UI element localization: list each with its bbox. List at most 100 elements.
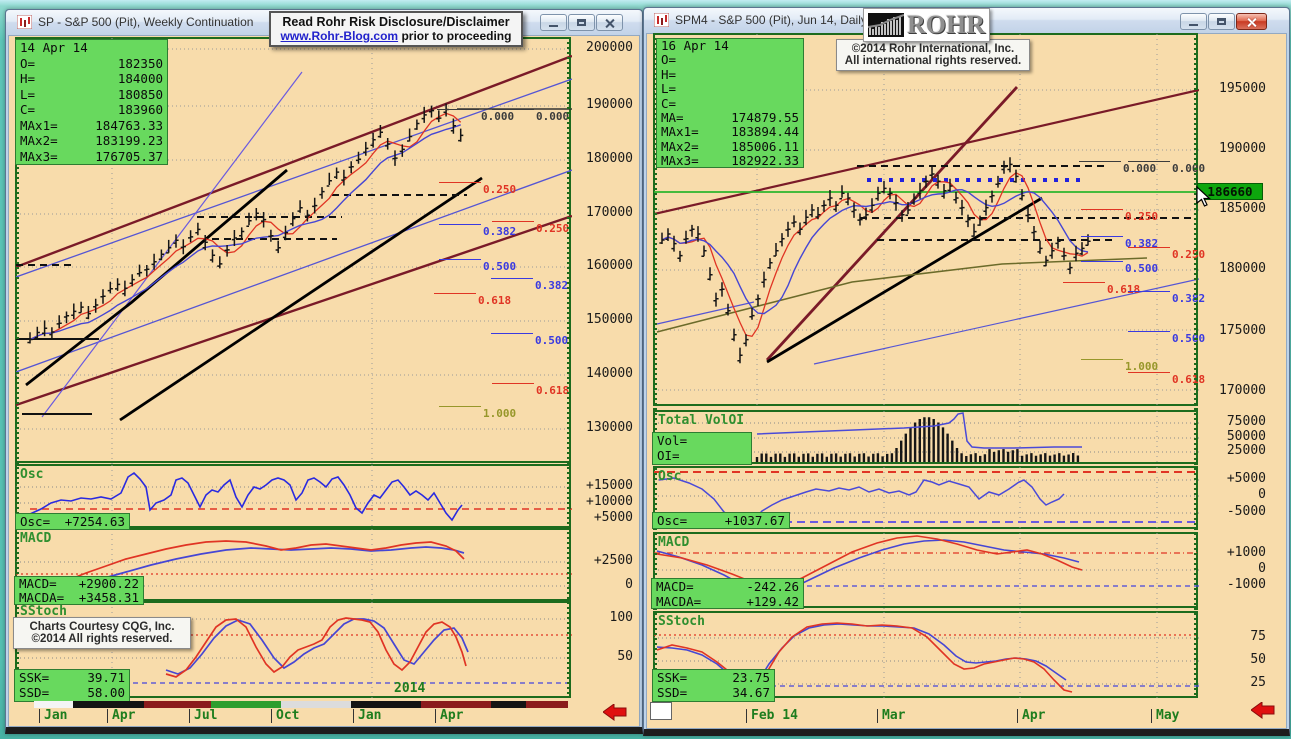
- macd-scale-label: +1000: [1226, 545, 1266, 560]
- fib-label: 0.250: [1127, 247, 1206, 261]
- window-title: SP - S&P 500 (Pit), Weekly Continuation: [38, 15, 254, 29]
- fib-label: 0.000: [1127, 161, 1206, 175]
- field-value: +1037.67: [724, 513, 785, 528]
- cqg-courtesy-tooltip: Charts Courtesy CQG, Inc. ©2014 All righ…: [13, 617, 191, 649]
- macd-panel-label: MACD: [658, 535, 690, 550]
- macd-scale-label: +2500: [593, 553, 633, 568]
- field-label: MAx1=: [661, 124, 699, 140]
- price-chart-canvas: [654, 34, 1199, 407]
- macd-value-box: MACD= +2900.22 MACDA= +3458.31: [14, 576, 144, 605]
- osc-value-box: Osc= +1037.67: [652, 512, 790, 529]
- fib-label: 0.500: [438, 259, 517, 273]
- macd-scale-label: 0: [1258, 561, 1266, 576]
- fib-label: 0.500: [490, 333, 569, 347]
- price-scale-label: 160000: [586, 258, 633, 273]
- field-label: C=: [661, 95, 677, 111]
- window-title: SPM4 - S&P 500 (Pit), Jun 14, Daily: [675, 13, 867, 27]
- cqg-line1: Charts Courtesy CQG, Inc.: [29, 621, 175, 633]
- fib-label: 0.500: [1127, 331, 1206, 345]
- maximize-icon: [1217, 18, 1226, 25]
- quote-info-box: 14 Apr 14 O= 182350 H= 184000 L= 180850 C= 1…: [15, 39, 168, 165]
- field-value: 176705.37: [95, 148, 163, 164]
- quote-date: 14 Apr 14: [20, 40, 88, 55]
- sstoch-scale-label: 50: [617, 649, 633, 664]
- field-value: 39.71: [87, 670, 125, 685]
- minimize-button[interactable]: [540, 14, 567, 31]
- fib-label: 0.618: [1127, 372, 1206, 386]
- right-tick-ruler: [567, 37, 571, 698]
- sstoch-value-box: SSK= 39.71 SSD= 58.00: [14, 669, 130, 702]
- field-value: +2900.22: [78, 576, 139, 591]
- mouse-cursor-icon: [1196, 186, 1212, 207]
- copyright-line2: All international rights reserved.: [844, 55, 1022, 67]
- price-scale-label: 190000: [586, 97, 633, 112]
- scroll-latest-arrow-icon[interactable]: [1251, 702, 1275, 719]
- month-label: Jan: [39, 709, 67, 723]
- field-label: C=: [20, 102, 36, 117]
- field-label: SSD=: [657, 685, 688, 700]
- osc-panel[interactable]: Osc: [15, 464, 572, 529]
- sstoch-scale-label: 100: [609, 610, 633, 625]
- field-value: 34.67: [732, 685, 770, 700]
- minimize-button[interactable]: [1180, 13, 1207, 30]
- sstoch-value-box: SSK= 23.75 SSD= 34.67: [652, 669, 775, 702]
- maximize-button[interactable]: [568, 14, 595, 31]
- scroll-latest-arrow-icon[interactable]: [603, 704, 627, 721]
- month-label: Jul: [189, 709, 217, 723]
- price-scale-label: 175000: [1219, 323, 1266, 338]
- timeline-marker-box: [650, 702, 672, 720]
- sstoch-scale-label: 50: [1250, 652, 1266, 667]
- fib-label: 0.000: [1078, 161, 1157, 175]
- price-scale-label: 190000: [1219, 141, 1266, 156]
- fib-label: 0.618: [491, 383, 570, 397]
- field-value: +3458.31: [78, 590, 139, 605]
- price-scale-label: 185000: [1219, 201, 1266, 216]
- month-label: Apr: [435, 709, 463, 723]
- field-label: OI=: [657, 448, 680, 463]
- field-value: 180850: [117, 86, 163, 102]
- month-label: Mar: [877, 709, 905, 723]
- field-value: 182350: [117, 55, 163, 71]
- timeline-segment: [34, 701, 73, 708]
- disclaimer-rest: prior to proceeding: [398, 29, 512, 43]
- field-label: MAx2=: [661, 138, 699, 154]
- quote-info-box: 16 Apr 14 O= H= L= C= MA= 174879.55 MAx1=…: [656, 38, 804, 168]
- close-button[interactable]: [1236, 13, 1267, 30]
- month-label: Apr: [1017, 709, 1045, 723]
- field-value: 183894.44: [731, 124, 799, 140]
- osc-panel-label: Osc: [20, 467, 44, 482]
- macd-scale-label: 0: [625, 577, 633, 592]
- price-scale-label: 150000: [586, 312, 633, 327]
- fib-label: 0.250: [491, 221, 570, 235]
- field-label: MACD=: [19, 576, 57, 591]
- close-button[interactable]: [596, 14, 623, 31]
- risk-disclaimer-tooltip: Read Rohr Risk Disclosure/Disclaimer www…: [269, 11, 523, 47]
- field-label: SSK=: [19, 670, 50, 685]
- app-chart-icon: [654, 13, 669, 27]
- field-value: +129.42: [746, 594, 799, 609]
- rohr-logo: ROHR: [863, 8, 990, 42]
- field-value: 182922.33: [731, 153, 799, 168]
- timeline-segment: [211, 701, 281, 708]
- price-scale-label: 180000: [586, 151, 633, 166]
- field-value: +7254.63: [64, 514, 125, 529]
- field-value: 184000: [117, 71, 163, 86]
- osc-scale-label: -5000: [1226, 504, 1266, 519]
- quote-date: 16 Apr 14: [661, 38, 729, 53]
- field-label: MACDA=: [19, 590, 65, 605]
- year-label: 2014: [394, 681, 426, 696]
- fib-label: 0.618: [1062, 282, 1141, 296]
- field-value: -242.26: [746, 579, 799, 594]
- fib-label: 0.382: [1080, 236, 1159, 250]
- field-value: 184763.33: [95, 117, 163, 133]
- field-label: Osc=: [20, 514, 51, 529]
- field-label: MA=: [661, 110, 684, 126]
- rohr-blog-link[interactable]: www.Rohr-Blog.com: [280, 29, 399, 43]
- fib-label: 0.500: [1080, 261, 1159, 275]
- macd-scale-label: -1000: [1226, 577, 1266, 592]
- field-label: Vol=: [657, 433, 688, 448]
- sstoch-panel-label: SStoch: [20, 604, 67, 619]
- field-label: O=: [661, 52, 677, 68]
- maximize-button[interactable]: [1208, 13, 1235, 30]
- voloi-value-box: Vol= OI=: [652, 432, 752, 465]
